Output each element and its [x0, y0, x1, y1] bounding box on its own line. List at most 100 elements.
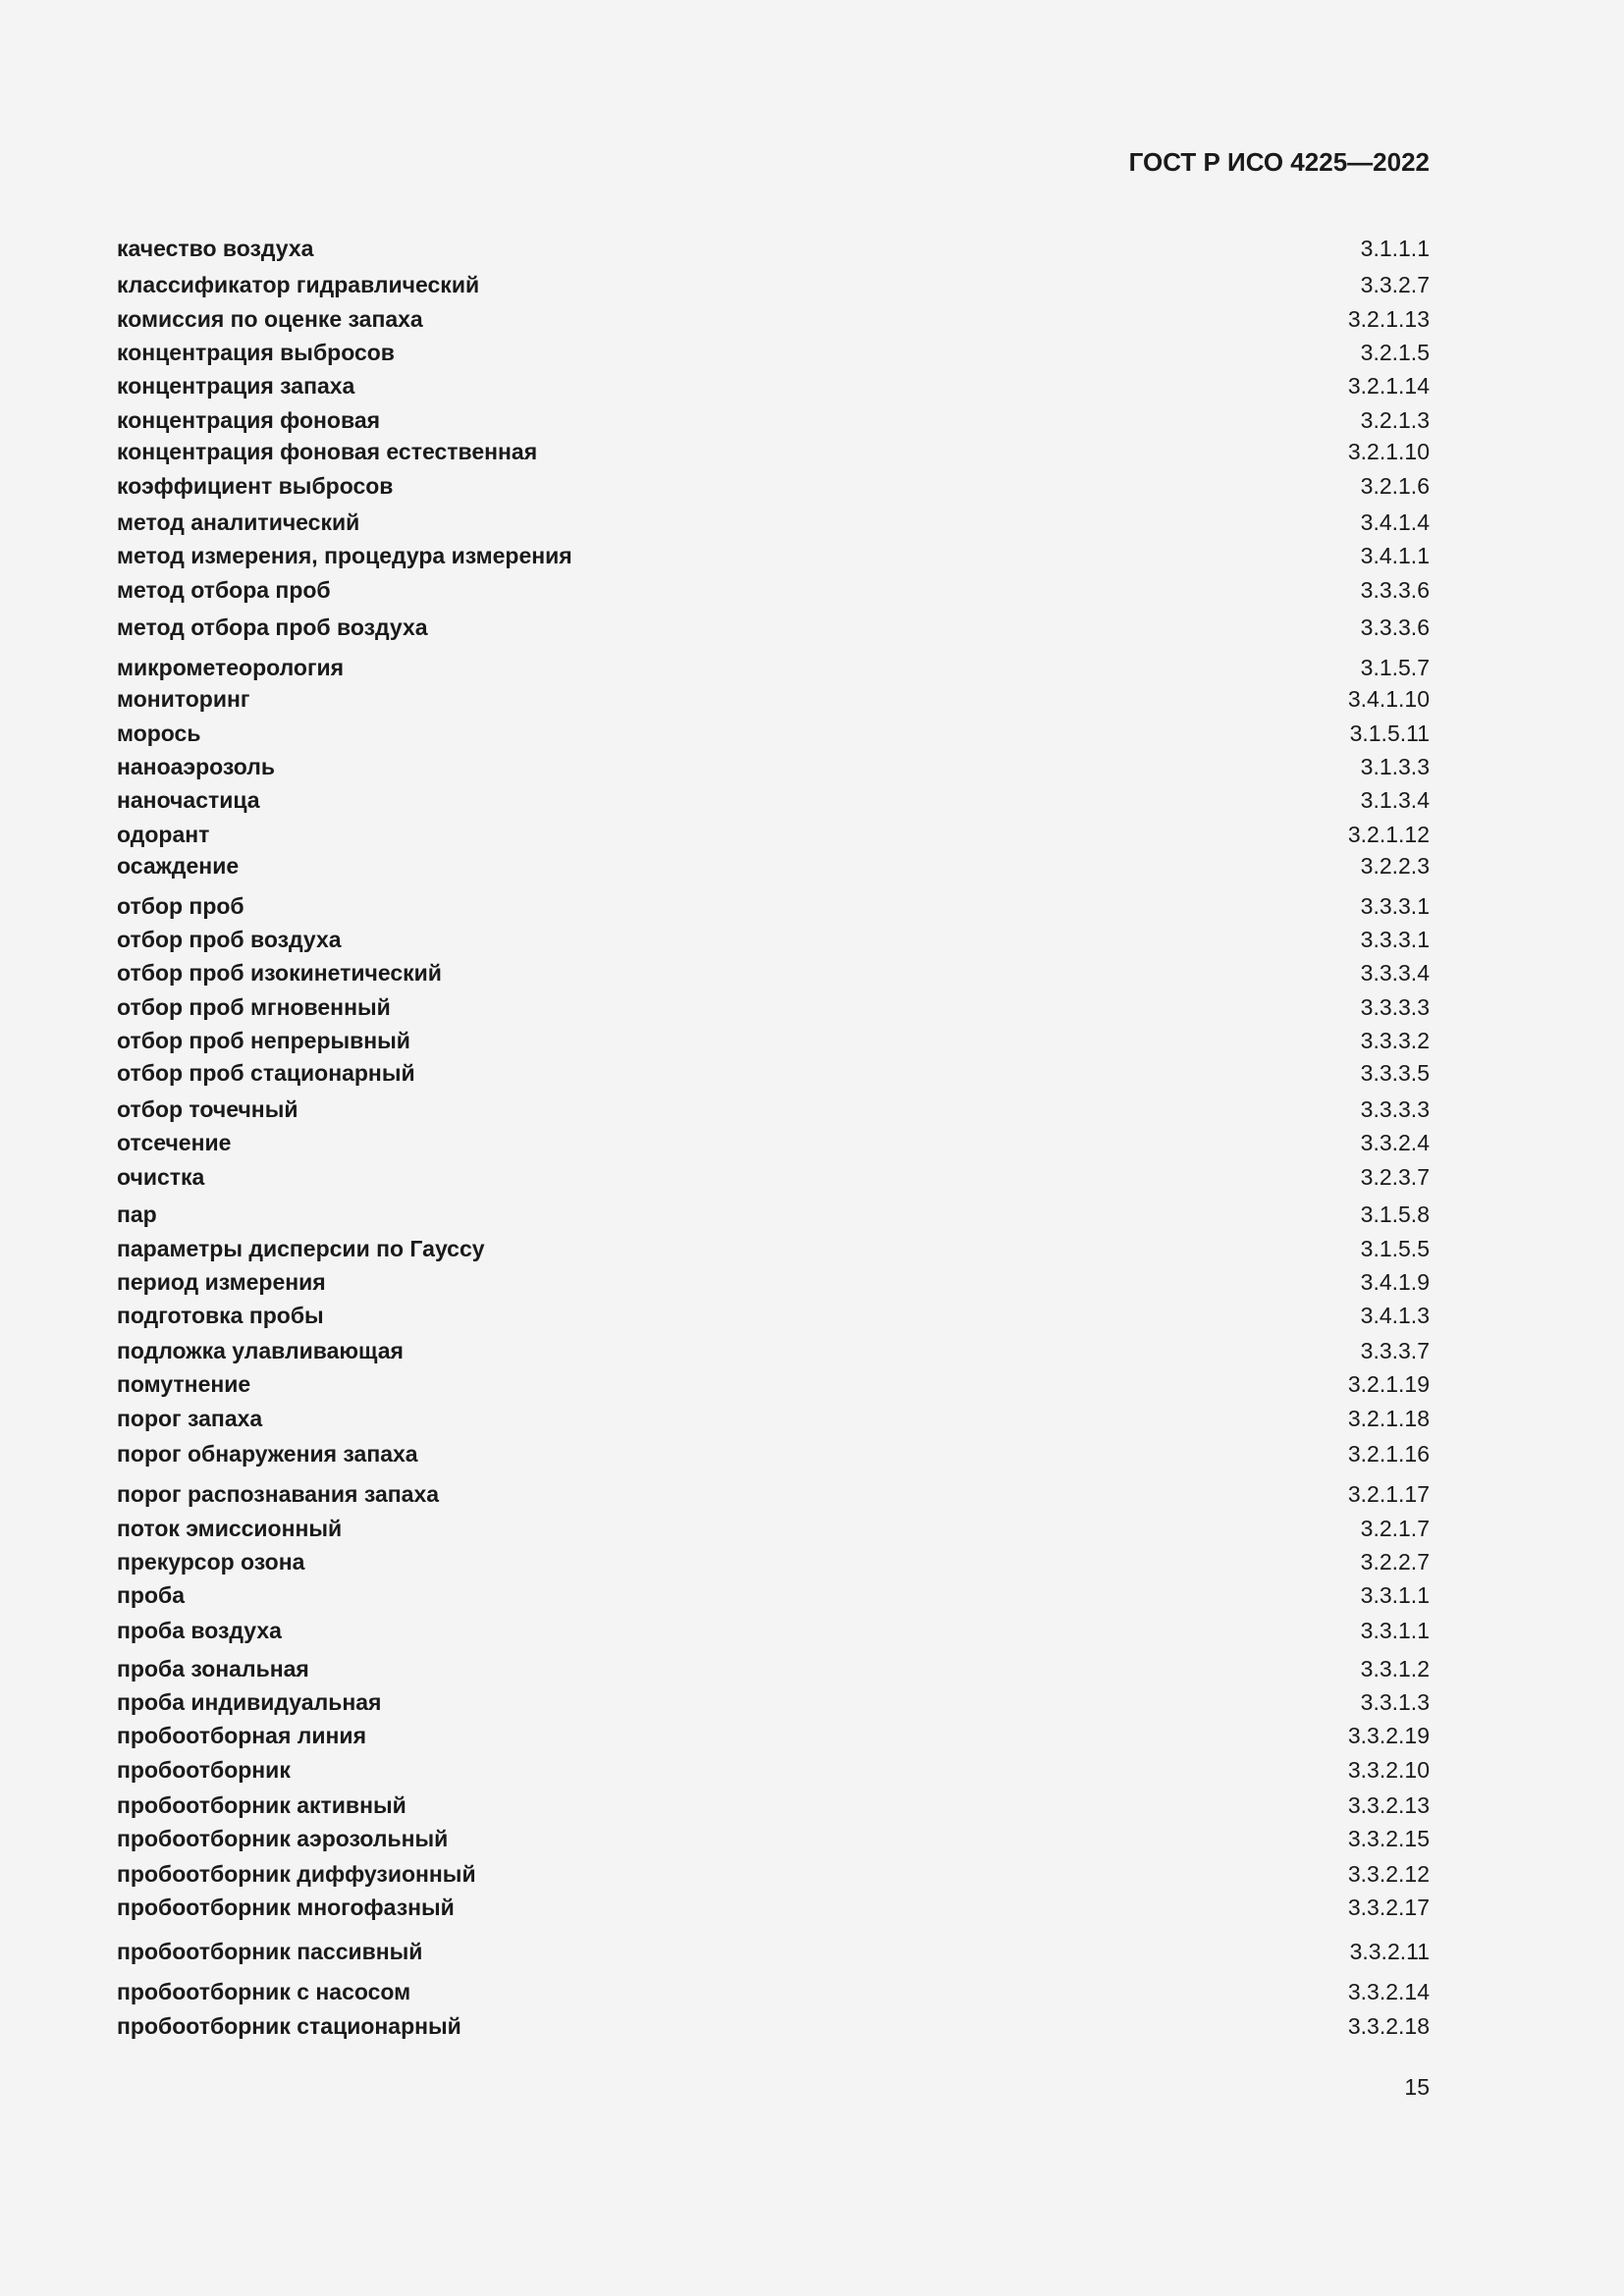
- index-reference: 3.3.2.15: [1347, 1825, 1430, 1851]
- index-entry: качество воздуха 3.1.1.1: [117, 235, 1430, 264]
- index-term: отбор проб изокинетический: [117, 960, 442, 987]
- index-term: проба индивидуальная: [117, 1689, 382, 1716]
- index-entry: отбор проб непрерывный 3.3.3.2: [117, 1026, 1430, 1055]
- index-term: пробоотборник с насосом: [117, 1979, 411, 2005]
- index-entry: пробоотборник пассивный 3.3.2.11: [117, 1937, 1430, 1966]
- index-term: отбор проб стационарный: [117, 1059, 415, 1086]
- index-reference: 3.4.1.4: [1360, 508, 1430, 535]
- index-entry: порог распознавания запаха 3.2.1.17: [117, 1480, 1430, 1510]
- index-reference: 3.2.1.13: [1347, 305, 1430, 332]
- index-reference: 3.2.2.3: [1360, 853, 1430, 880]
- index-entry: очистка 3.2.3.7: [117, 1162, 1430, 1192]
- index-reference: 3.2.3.7: [1360, 1163, 1430, 1190]
- index-entry: порог обнаружения запаха 3.2.1.16: [117, 1439, 1430, 1468]
- index-entry: пробоотборник активный 3.3.2.13: [117, 1790, 1430, 1820]
- index-term: морось: [117, 720, 201, 746]
- index-term: порог запаха: [117, 1405, 263, 1431]
- index-term: метод измерения, процедура измерения: [117, 543, 572, 569]
- index-reference: 3.2.1.19: [1347, 1371, 1430, 1398]
- index-term: концентрация фоновая: [117, 406, 381, 433]
- index-term: коэффициент выбросов: [117, 472, 394, 499]
- index-entry: концентрация запаха 3.2.1.14: [117, 372, 1430, 401]
- index-entry: пробоотборник с насосом 3.3.2.14: [117, 1978, 1430, 2007]
- index-reference: 3.3.3.2: [1360, 1027, 1430, 1053]
- index-entry: концентрация фоновая естественная 3.2.1.1…: [117, 438, 1430, 467]
- index-entry: период измерения 3.4.1.9: [117, 1268, 1430, 1298]
- index-entry: подготовка пробы 3.4.1.3: [117, 1302, 1430, 1331]
- index-term: пробоотборник диффузионный: [117, 1860, 476, 1887]
- index-term: пробоотборник многофазный: [117, 1894, 455, 1920]
- index-entry: отбор проб 3.3.3.1: [117, 891, 1430, 921]
- index-entry: коэффициент выбросов 3.2.1.6: [117, 471, 1430, 501]
- index-term: отсечение: [117, 1130, 232, 1156]
- index-reference: 3.3.3.5: [1360, 1059, 1430, 1086]
- index-entry: пробоотборник диффузионный 3.3.2.12: [117, 1859, 1430, 1889]
- index-reference: 3.3.2.18: [1347, 2012, 1430, 2039]
- index-term: проба зональная: [117, 1655, 309, 1682]
- index-term: осаждение: [117, 853, 240, 880]
- index-entry: подложка улавливающая 3.3.3.7: [117, 1337, 1430, 1366]
- index-reference: 3.3.3.4: [1360, 960, 1430, 987]
- index-term: микрометеорология: [117, 654, 345, 680]
- index-entry: порог запаха 3.2.1.18: [117, 1404, 1430, 1433]
- index-entry: отбор проб мгновенный 3.3.3.3: [117, 992, 1430, 1022]
- index-reference: 3.2.1.3: [1360, 406, 1430, 433]
- index-term: концентрация выбросов: [117, 339, 395, 365]
- index-term: подложка улавливающая: [117, 1338, 404, 1364]
- page-number: 15: [1404, 2074, 1430, 2100]
- index-entry: концентрация фоновая 3.2.1.3: [117, 405, 1430, 435]
- index-reference: 3.3.1.3: [1360, 1689, 1430, 1716]
- index-reference: 3.1.3.4: [1360, 787, 1430, 814]
- index-term: период измерения: [117, 1269, 326, 1296]
- index-reference: 3.3.2.10: [1347, 1756, 1430, 1783]
- index-reference: 3.1.3.3: [1360, 754, 1430, 780]
- index-entry: отбор проб стационарный 3.3.3.5: [117, 1058, 1430, 1088]
- index-term: пробоотборник пассивный: [117, 1938, 423, 1964]
- index-term: отбор проб непрерывный: [117, 1027, 410, 1053]
- index-term: помутнение: [117, 1371, 251, 1398]
- index-reference: 3.2.1.12: [1347, 821, 1430, 847]
- index-entry: отбор проб воздуха 3.3.3.1: [117, 926, 1430, 955]
- index-reference: 3.2.1.14: [1347, 373, 1430, 400]
- index-reference: 3.2.1.16: [1347, 1440, 1430, 1467]
- index-term: метод отбора проб: [117, 576, 331, 603]
- index-entry: проба воздуха 3.3.1.1: [117, 1617, 1430, 1646]
- index-term: проба воздуха: [117, 1618, 282, 1644]
- index-reference: 3.3.2.17: [1347, 1894, 1430, 1920]
- index-term: одорант: [117, 821, 210, 847]
- index-term: прекурсор озона: [117, 1548, 305, 1575]
- index-entry: классификатор гидравлический 3.3.2.7: [117, 271, 1430, 300]
- index-term: отбор проб воздуха: [117, 927, 342, 953]
- index-reference: 3.3.3.1: [1360, 927, 1430, 953]
- index-term: подготовка пробы: [117, 1303, 324, 1329]
- index-term: метод аналитический: [117, 508, 360, 535]
- index-entry: микрометеорология 3.1.5.7: [117, 653, 1430, 682]
- index-term: мониторинг: [117, 686, 250, 713]
- index-reference: 3.3.1.2: [1360, 1655, 1430, 1682]
- index-reference: 3.1.5.5: [1360, 1235, 1430, 1261]
- index-term: метод отбора проб воздуха: [117, 614, 428, 641]
- index-entry: параметры дисперсии по Гауссу 3.1.5.5: [117, 1234, 1430, 1263]
- index-term: порог распознавания запаха: [117, 1481, 440, 1508]
- index-term: пробоотборная линия: [117, 1723, 366, 1749]
- index-reference: 3.1.5.7: [1360, 654, 1430, 680]
- index-entry: комиссия по оценке запаха 3.2.1.13: [117, 304, 1430, 334]
- index-entry: прекурсор озона 3.2.2.7: [117, 1547, 1430, 1576]
- index-term: пар: [117, 1201, 157, 1228]
- index-term: отбор точечный: [117, 1096, 298, 1123]
- index-term: пробоотборник активный: [117, 1791, 406, 1818]
- index-reference: 3.3.2.7: [1360, 272, 1430, 298]
- index-term: наноаэрозоль: [117, 754, 275, 780]
- index-entry: одорант 3.2.1.12: [117, 820, 1430, 849]
- index-entry: пробоотборник многофазный 3.3.2.17: [117, 1893, 1430, 1922]
- index-reference: 3.3.2.11: [1349, 1938, 1430, 1964]
- index-term: пробоотборник аэрозольный: [117, 1825, 449, 1851]
- index-term: отбор проб мгновенный: [117, 993, 391, 1020]
- index-entry: проба индивидуальная 3.3.1.3: [117, 1688, 1430, 1718]
- document-header: ГОСТ Р ИСО 4225—2022: [1128, 147, 1430, 177]
- index-reference: 3.3.3.6: [1360, 614, 1430, 641]
- index-entry: отбор проб изокинетический 3.3.3.4: [117, 959, 1430, 988]
- index-term: классификатор гидравлический: [117, 272, 480, 298]
- index-reference: 3.2.1.7: [1360, 1515, 1430, 1541]
- index-reference: 3.1.1.1: [1360, 236, 1430, 262]
